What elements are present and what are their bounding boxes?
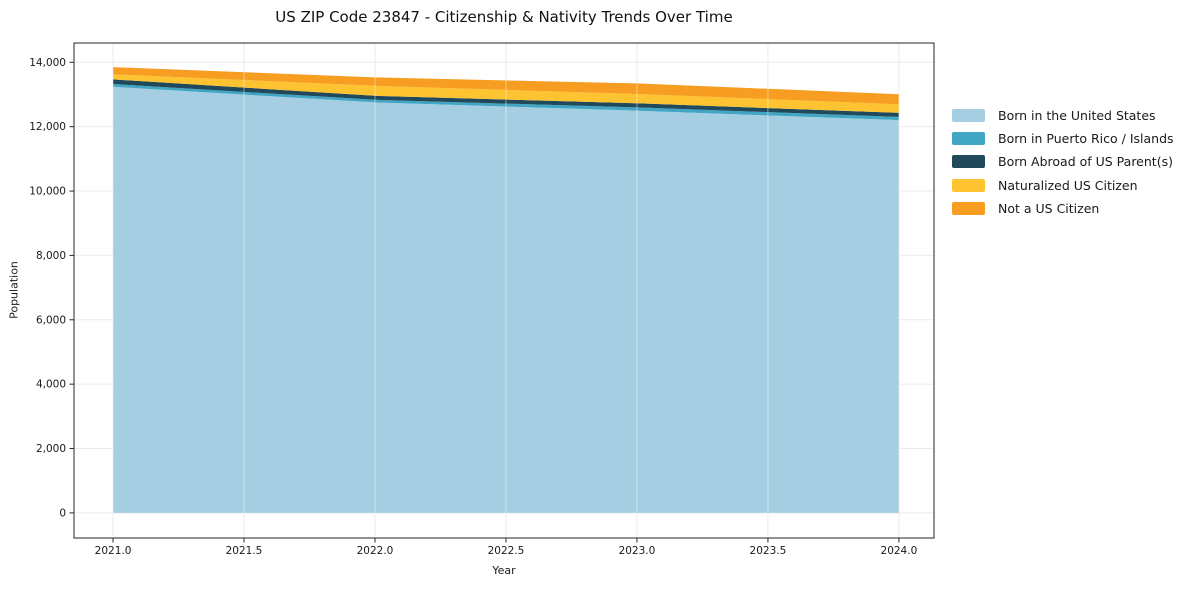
x-tick-label: 2021.5 bbox=[226, 545, 263, 557]
legend-item-born-in-puerto-rico-islands: Born in Puerto Rico / Islands bbox=[952, 127, 1174, 150]
area-born-in-the-united-states bbox=[113, 86, 899, 513]
y-tick-label: 2,000 bbox=[36, 443, 66, 455]
y-tick-label: 6,000 bbox=[36, 314, 66, 326]
legend-item-not-a-us-citizen: Not a US Citizen bbox=[952, 197, 1174, 220]
legend-label: Naturalized US Citizen bbox=[998, 177, 1138, 193]
y-tick-label: 12,000 bbox=[29, 121, 66, 133]
x-tick-label: 2022.0 bbox=[357, 545, 394, 557]
legend-swatch bbox=[952, 132, 985, 146]
legend-item-born-in-the-united-states: Born in the United States bbox=[952, 104, 1174, 127]
legend-swatch bbox=[952, 109, 985, 123]
axis-ticks: 2021.0 2021.5 2022.0 2022.5 2023.0 2023.5 2024… bbox=[29, 57, 917, 557]
gridlines-over-area bbox=[113, 67, 899, 513]
y-tick-label: 14,000 bbox=[29, 57, 66, 69]
legend-swatch bbox=[952, 201, 985, 215]
x-tick-label: 2023.5 bbox=[750, 545, 787, 557]
y-axis-label: Population bbox=[7, 261, 21, 319]
area-naturalized-us-citizen bbox=[113, 74, 899, 113]
area-born-abroad-of-us-parent-s bbox=[113, 79, 899, 117]
legend-swatch bbox=[952, 155, 985, 169]
y-tick-label: 8,000 bbox=[36, 250, 66, 262]
y-tick-label: 0 bbox=[59, 507, 66, 519]
legend-label: Born Abroad of US Parent(s) bbox=[998, 154, 1173, 170]
chart-title: US ZIP Code 23847 - Citizenship & Nativi… bbox=[275, 8, 733, 26]
legend-swatch bbox=[952, 178, 985, 192]
legend: Born in the United States Born in Puerto … bbox=[952, 104, 1174, 220]
x-axis-label: Year bbox=[492, 564, 516, 577]
plot-border bbox=[73, 42, 935, 539]
x-tick-label: 2022.5 bbox=[488, 545, 525, 557]
legend-label: Not a US Citizen bbox=[998, 200, 1100, 216]
legend-label: Born in the United States bbox=[998, 108, 1156, 124]
legend-item-born-abroad-of-us-parent-s: Born Abroad of US Parent(s) bbox=[952, 150, 1174, 173]
area-not-a-us-citizen bbox=[113, 67, 899, 105]
y-tick-label: 4,000 bbox=[36, 379, 66, 391]
stacked-areas bbox=[113, 67, 899, 513]
legend-item-naturalized-us-citizen: Naturalized US Citizen bbox=[952, 174, 1174, 197]
x-tick-label: 2024.0 bbox=[881, 545, 918, 557]
area-born-in-puerto-rico-islands bbox=[113, 84, 899, 121]
y-tick-label: 10,000 bbox=[29, 186, 66, 198]
x-tick-label: 2021.0 bbox=[95, 545, 132, 557]
x-tick-label: 2023.0 bbox=[619, 545, 656, 557]
legend-label: Born in Puerto Rico / Islands bbox=[998, 131, 1174, 147]
